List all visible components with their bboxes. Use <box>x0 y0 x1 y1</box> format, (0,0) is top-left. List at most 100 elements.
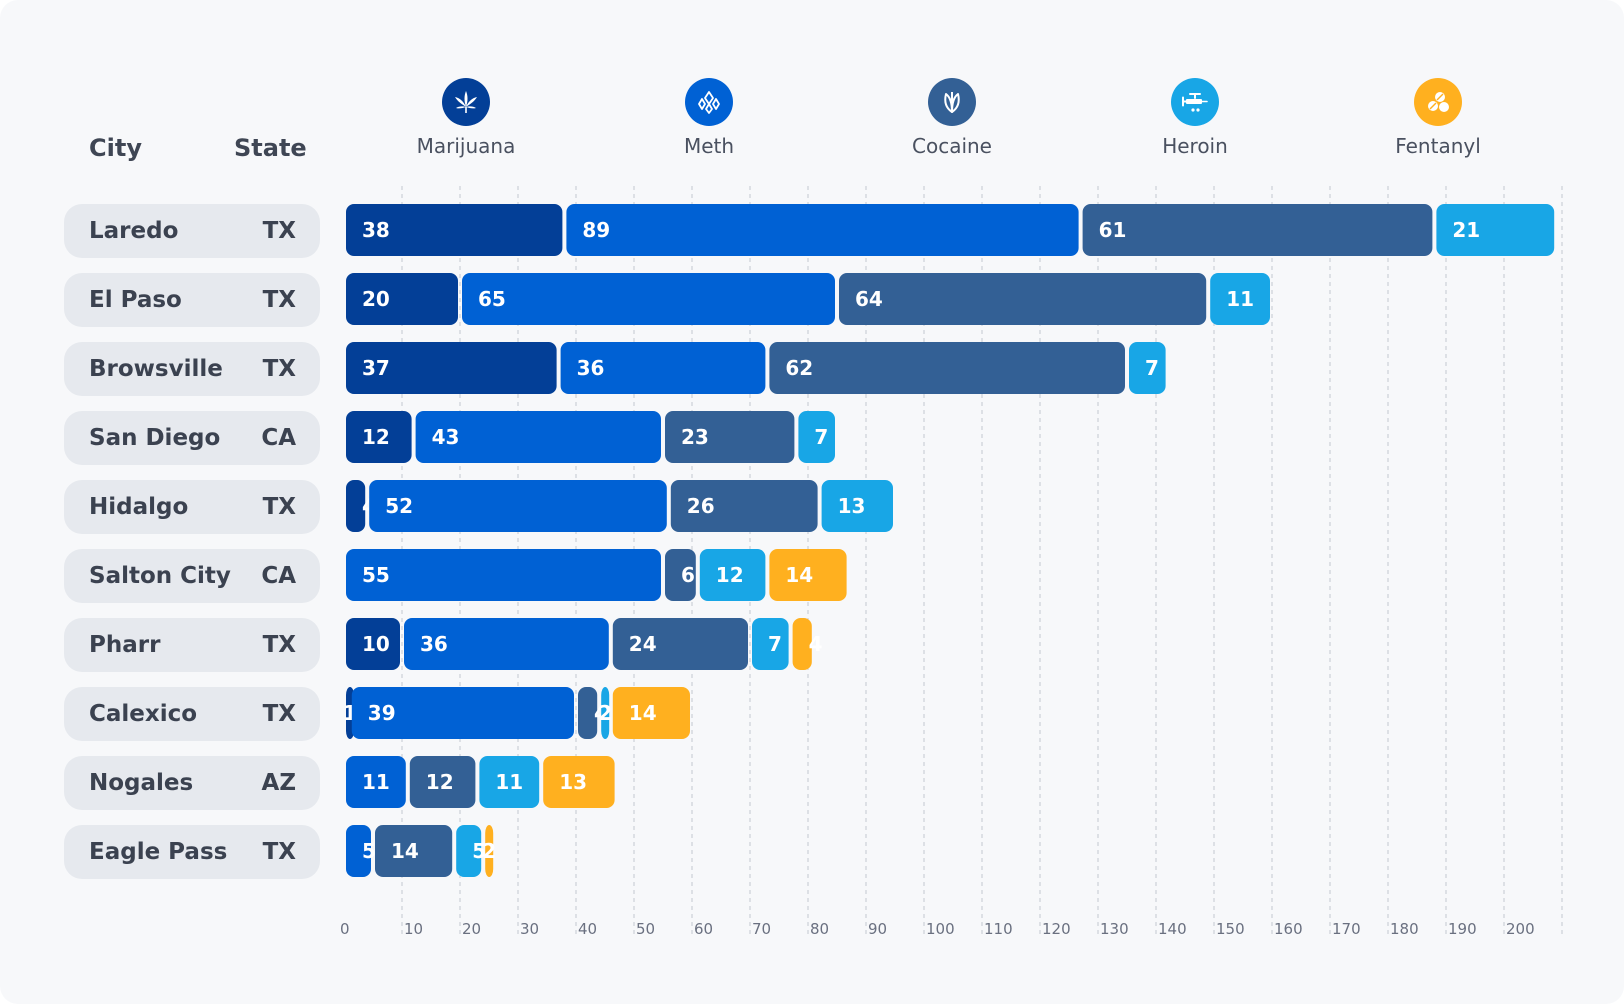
bar-calexico-meth <box>351 687 574 739</box>
bar-calexico-heroin <box>601 687 610 739</box>
row-label-pharr: Pharr TX <box>64 618 320 672</box>
legend-cocaine: Cocaine <box>872 78 1032 158</box>
state-code: AZ <box>261 770 296 796</box>
bar-nogales-cocaine <box>409 756 476 808</box>
legend-label-fentanyl: Fentanyl <box>1395 134 1481 158</box>
bar-value-label: 2 <box>482 839 496 863</box>
state-code: TX <box>262 632 296 658</box>
bar-value-label: 13 <box>559 770 587 794</box>
city-name: Hidalgo <box>89 494 189 520</box>
x-tick-label: 150 <box>1216 920 1245 938</box>
bar-value-label: 64 <box>855 287 883 311</box>
state-code: TX <box>262 494 296 520</box>
bar-eagle-pass-cocaine <box>375 825 453 877</box>
x-tick-label: 100 <box>926 920 955 938</box>
bar-value-label: 43 <box>432 425 460 449</box>
city-name: Calexico <box>89 701 198 727</box>
bar-calexico-fentanyl <box>612 687 690 739</box>
row-label-laredo: Laredo TX <box>64 204 320 258</box>
bar-salton-city-heroin <box>699 549 766 601</box>
city-column-header: City <box>89 134 142 162</box>
legend-meth: Meth <box>629 78 789 158</box>
bar-value-label: 7 <box>768 632 782 656</box>
legend-label-marijuana: Marijuana <box>416 134 516 158</box>
state-code: TX <box>262 356 296 382</box>
x-tick-label: 200 <box>1506 920 1535 938</box>
bar-san-diego-meth <box>415 411 661 463</box>
bar-nogales-fentanyl <box>543 756 615 808</box>
legend-heroin: Heroin <box>1115 78 1275 158</box>
bar-value-label: 5 <box>362 839 376 863</box>
row-label-eagle-pass: Eagle Pass TX <box>64 825 320 879</box>
x-tick-label: 110 <box>984 920 1013 938</box>
bar-value-label: 4 <box>809 632 823 656</box>
bar-eagle-pass-meth <box>346 825 371 877</box>
city-name: Eagle Pass <box>89 839 228 865</box>
bar-value-label: 26 <box>687 494 715 518</box>
state-code: CA <box>261 563 296 589</box>
bar-value-label: 6 <box>681 563 695 587</box>
bar-value-label: 12 <box>362 425 390 449</box>
bar-value-label: 14 <box>629 701 657 725</box>
bar-el-paso-heroin <box>1210 273 1270 325</box>
plant-icon <box>928 78 976 126</box>
legend-fentanyl: Fentanyl <box>1358 78 1518 158</box>
bar-value-label: 37 <box>362 356 390 380</box>
bar-laredo-meth <box>566 204 1079 256</box>
city-name: Browsville <box>89 356 223 382</box>
x-tick-label: 60 <box>694 920 713 938</box>
bar-browsville-marijuana <box>346 342 557 394</box>
city-name: Nogales <box>89 770 194 796</box>
city-name: Laredo <box>89 218 179 244</box>
bar-hidalgo-cocaine <box>670 480 818 532</box>
bar-value-label: 65 <box>478 287 506 311</box>
bar-value-label: 7 <box>814 425 828 449</box>
row-label-browsville: Browsville TX <box>64 342 320 396</box>
bar-value-label: 39 <box>368 701 396 725</box>
bar-value-label: 14 <box>785 563 813 587</box>
bar-browsville-heroin <box>1129 342 1166 394</box>
bar-value-label: 11 <box>362 770 390 794</box>
bar-value-label: 36 <box>420 632 448 656</box>
bar-salton-city-cocaine <box>665 549 696 601</box>
row-label-nogales: Nogales AZ <box>64 756 320 810</box>
x-tick-label: 20 <box>462 920 481 938</box>
x-tick-label: 10 <box>404 920 423 938</box>
bar-el-paso-marijuana <box>346 273 458 325</box>
bar-value-label: 11 <box>495 770 523 794</box>
x-tick-label: 90 <box>868 920 887 938</box>
bar-calexico-cocaine <box>578 687 598 739</box>
bar-nogales-meth <box>346 756 406 808</box>
bar-pharr-fentanyl <box>792 618 812 670</box>
bar-el-paso-cocaine <box>839 273 1207 325</box>
bar-browsville-meth <box>560 342 766 394</box>
bar-salton-city-fentanyl <box>769 549 847 601</box>
state-code: TX <box>262 287 296 313</box>
bar-value-label: 21 <box>1452 218 1480 242</box>
x-tick-label: 50 <box>636 920 655 938</box>
pills-icon <box>1414 78 1462 126</box>
legend-label-cocaine: Cocaine <box>912 134 992 158</box>
bar-value-label: 2 <box>598 701 612 725</box>
x-tick-label: 40 <box>578 920 597 938</box>
bar-pharr-heroin <box>752 618 789 670</box>
bar-value-label: 38 <box>362 218 390 242</box>
x-tick-label: 120 <box>1042 920 1071 938</box>
bar-hidalgo-meth <box>369 480 667 532</box>
bar-pharr-cocaine <box>612 618 748 670</box>
legend-label-meth: Meth <box>683 134 735 158</box>
cannabis-leaf-icon <box>442 78 490 126</box>
bar-laredo-cocaine <box>1082 204 1433 256</box>
legend-marijuana: Marijuana <box>386 78 546 158</box>
bar-value-label: 10 <box>362 632 390 656</box>
state-code: TX <box>262 839 296 865</box>
bar-value-label: 89 <box>582 218 610 242</box>
syringe-icon <box>1171 78 1219 126</box>
x-tick-label: 70 <box>752 920 771 938</box>
x-tick-label: 160 <box>1274 920 1303 938</box>
x-tick-label: 0 <box>340 920 350 938</box>
bar-value-label: 52 <box>385 494 413 518</box>
bar-value-label: 12 <box>716 563 744 587</box>
